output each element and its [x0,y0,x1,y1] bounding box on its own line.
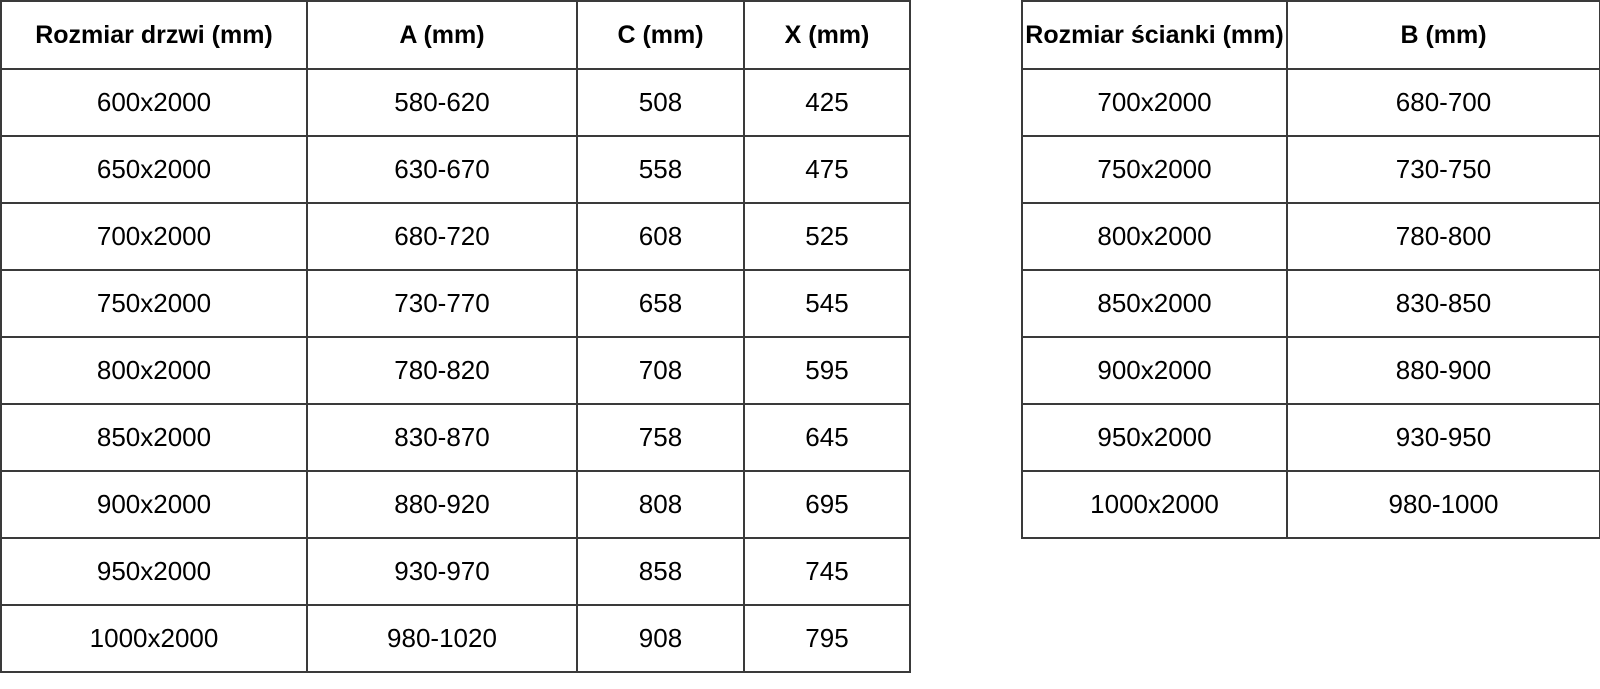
door-size-cell: 950x2000 [0,537,308,606]
b-cell: 830-850 [1286,269,1600,338]
table-header-row: Rozmiar drzwi (mm) A (mm) C (mm) X (mm) [0,0,911,70]
b-cell: 880-900 [1286,336,1600,405]
x-cell: 475 [743,135,911,204]
header-c: C (mm) [576,0,745,70]
a-cell: 830-870 [306,403,578,472]
door-size-cell: 650x2000 [0,135,308,204]
table-row: 900x2000 880-920 808 695 [0,470,911,539]
wall-size-cell: 900x2000 [1021,336,1288,405]
table-row: 650x2000 630-670 558 475 [0,135,911,204]
wall-size-cell: 700x2000 [1021,68,1288,137]
door-size-cell: 850x2000 [0,403,308,472]
door-size-cell: 1000x2000 [0,604,308,673]
wall-size-cell: 1000x2000 [1021,470,1288,539]
wall-size-cell: 800x2000 [1021,202,1288,271]
wall-size-cell: 750x2000 [1021,135,1288,204]
table-row: 850x2000 830-850 [1021,269,1600,338]
a-cell: 930-970 [306,537,578,606]
wall-size-cell: 950x2000 [1021,403,1288,472]
table-row: 1000x2000 980-1000 [1021,470,1600,539]
a-cell: 780-820 [306,336,578,405]
b-cell: 680-700 [1286,68,1600,137]
c-cell: 508 [576,68,745,137]
header-wall-size: Rozmiar ścianki (mm) [1021,0,1288,70]
table-row: 850x2000 830-870 758 645 [0,403,911,472]
c-cell: 808 [576,470,745,539]
wall-size-cell: 850x2000 [1021,269,1288,338]
x-cell: 525 [743,202,911,271]
a-cell: 680-720 [306,202,578,271]
x-cell: 695 [743,470,911,539]
c-cell: 558 [576,135,745,204]
table-row: 750x2000 730-750 [1021,135,1600,204]
table-row: 900x2000 880-900 [1021,336,1600,405]
c-cell: 908 [576,604,745,673]
door-size-table: Rozmiar drzwi (mm) A (mm) C (mm) X (mm) … [0,0,911,673]
table-row: 950x2000 930-950 [1021,403,1600,472]
table-row: 600x2000 580-620 508 425 [0,68,911,137]
table-row: 700x2000 680-720 608 525 [0,202,911,271]
b-cell: 930-950 [1286,403,1600,472]
door-size-cell: 750x2000 [0,269,308,338]
a-cell: 580-620 [306,68,578,137]
x-cell: 425 [743,68,911,137]
door-size-cell: 600x2000 [0,68,308,137]
table-row: 800x2000 780-800 [1021,202,1600,271]
table-row: 950x2000 930-970 858 745 [0,537,911,606]
header-b: B (mm) [1286,0,1600,70]
table-header-row: Rozmiar ścianki (mm) B (mm) [1021,0,1600,70]
x-cell: 795 [743,604,911,673]
c-cell: 758 [576,403,745,472]
x-cell: 595 [743,336,911,405]
c-cell: 708 [576,336,745,405]
wall-size-table: Rozmiar ścianki (mm) B (mm) 700x2000 680-… [1021,0,1600,539]
c-cell: 608 [576,202,745,271]
table-row: 1000x2000 980-1020 908 795 [0,604,911,673]
b-cell: 780-800 [1286,202,1600,271]
table-row: 700x2000 680-700 [1021,68,1600,137]
header-a: A (mm) [306,0,578,70]
a-cell: 730-770 [306,269,578,338]
header-door-size: Rozmiar drzwi (mm) [0,0,308,70]
a-cell: 630-670 [306,135,578,204]
table-row: 750x2000 730-770 658 545 [0,269,911,338]
x-cell: 645 [743,403,911,472]
a-cell: 880-920 [306,470,578,539]
x-cell: 545 [743,269,911,338]
c-cell: 658 [576,269,745,338]
b-cell: 730-750 [1286,135,1600,204]
c-cell: 858 [576,537,745,606]
door-size-cell: 900x2000 [0,470,308,539]
x-cell: 745 [743,537,911,606]
table-row: 800x2000 780-820 708 595 [0,336,911,405]
b-cell: 980-1000 [1286,470,1600,539]
a-cell: 980-1020 [306,604,578,673]
header-x: X (mm) [743,0,911,70]
door-size-cell: 700x2000 [0,202,308,271]
door-size-cell: 800x2000 [0,336,308,405]
